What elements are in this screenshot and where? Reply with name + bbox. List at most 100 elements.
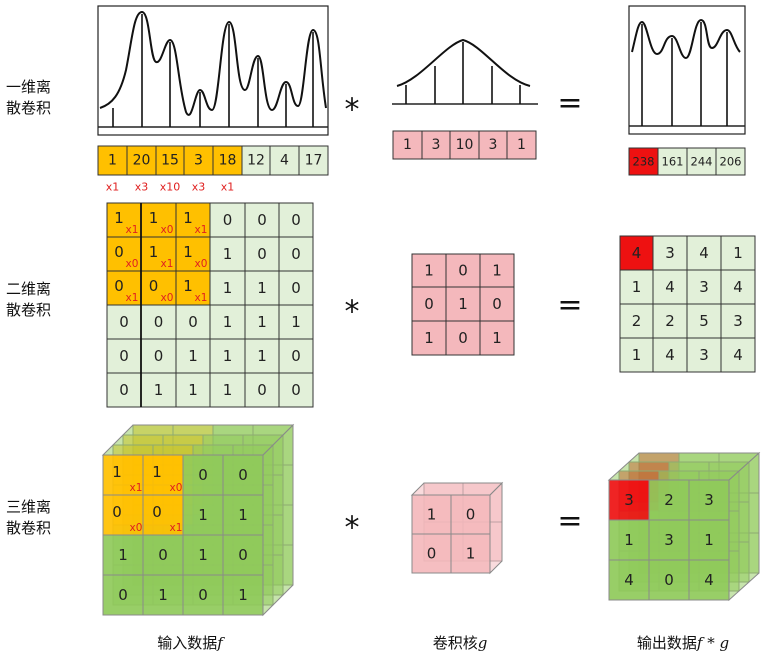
input-3d-value: 1 bbox=[112, 463, 122, 481]
input-2d-value: 1 bbox=[223, 279, 233, 297]
signal-plot-output bbox=[628, 5, 746, 135]
input-3d-value: 0 bbox=[112, 503, 122, 521]
input-2d-value: 0 bbox=[154, 347, 164, 365]
input-3d-value: 0 bbox=[198, 466, 208, 484]
output-2d-value: 3 bbox=[699, 278, 709, 296]
signal-plot-input bbox=[97, 5, 329, 136]
multiply-operator: * bbox=[345, 511, 360, 546]
caption-kernel: 卷积核g bbox=[433, 634, 488, 652]
row-label-3d: 三维离 散卷积 bbox=[6, 498, 51, 537]
input-2d-cell bbox=[244, 372, 280, 408]
input-3d-value: 0 bbox=[198, 586, 208, 604]
input-2d-value: 1 bbox=[149, 209, 159, 227]
output-2d-cell bbox=[652, 337, 688, 373]
input-2d-value: 1 bbox=[223, 347, 233, 365]
kernel-2d-cell bbox=[445, 286, 481, 322]
multiply-operator: * bbox=[345, 93, 360, 128]
input-1d-cell bbox=[97, 145, 128, 176]
input-2d-cell bbox=[106, 372, 142, 408]
input-2d-value: 0 bbox=[188, 313, 198, 331]
kernel-2d-cell bbox=[479, 253, 515, 288]
input-2d-value: 0 bbox=[114, 277, 124, 295]
input-2d-cell bbox=[209, 270, 246, 306]
output-3d-value: 3 bbox=[664, 531, 674, 549]
output-2d-value: 1 bbox=[632, 346, 642, 364]
input-2d-value: 1 bbox=[257, 313, 267, 331]
output-2d-value: 4 bbox=[733, 278, 743, 296]
input-3d-front-cell bbox=[182, 534, 224, 576]
input-1d-cell bbox=[269, 145, 300, 176]
input-2d-value: 0 bbox=[223, 211, 233, 229]
input-2d-cell bbox=[175, 236, 211, 272]
input-2d-value: 1 bbox=[188, 347, 198, 365]
input-2d-value: 1 bbox=[188, 381, 198, 399]
output-2d-value: 3 bbox=[699, 346, 709, 364]
row-label-2d: 二维离 散卷积 bbox=[6, 280, 51, 319]
output-2d-cell bbox=[720, 337, 756, 373]
output-3d-value: 2 bbox=[664, 491, 674, 509]
kernel-1d-value: 1 bbox=[403, 137, 412, 153]
input-2d-weight: x1 bbox=[195, 224, 208, 236]
input-2d-value: 0 bbox=[257, 211, 267, 229]
input-3d-front-cell bbox=[142, 454, 184, 496]
output-3d-value: 3 bbox=[624, 491, 634, 509]
output-3d-front-cell bbox=[688, 479, 730, 521]
output-2d-value: 3 bbox=[665, 244, 675, 262]
output-2d-value: 2 bbox=[665, 312, 675, 330]
input-3d-front-cell bbox=[142, 574, 184, 616]
input-2d-value: 1 bbox=[154, 381, 164, 399]
input-1d-value: 1 bbox=[108, 153, 117, 169]
kernel-2d-cell bbox=[479, 320, 515, 356]
equals-operator: = bbox=[557, 86, 582, 121]
input-3d-side-face bbox=[262, 423, 294, 617]
input-3d-front-cell bbox=[142, 494, 184, 536]
input-3d-front-cell bbox=[182, 574, 224, 616]
input-2d-value: 0 bbox=[291, 347, 301, 365]
input-2d-value: 0 bbox=[291, 381, 301, 399]
output-3d-front-cell bbox=[688, 559, 730, 601]
input-3d-value: 0 bbox=[238, 466, 248, 484]
output-2d-value: 5 bbox=[699, 312, 709, 330]
input-2d-value: 0 bbox=[119, 347, 129, 365]
input-1d-value: 20 bbox=[133, 153, 151, 169]
output-1d-value: 206 bbox=[720, 155, 742, 169]
input-1d-value: 3 bbox=[194, 153, 203, 169]
output-2d-value: 4 bbox=[665, 278, 675, 296]
input-3d-weight: x0 bbox=[130, 522, 143, 534]
input-1d-weight: x3 bbox=[135, 181, 149, 194]
input-2d-value: 1 bbox=[114, 209, 124, 227]
input-3d-value: 0 bbox=[152, 503, 162, 521]
input-2d-value: 0 bbox=[257, 381, 267, 399]
input-3d-front-cell bbox=[142, 534, 184, 576]
input-2d-value: 0 bbox=[149, 277, 159, 295]
input-3d-top-face bbox=[101, 424, 295, 456]
kernel-1d-cell bbox=[478, 130, 508, 160]
output-2d-value: 4 bbox=[632, 244, 642, 262]
output-3d-value: 0 bbox=[664, 571, 674, 589]
input-1d-cell bbox=[212, 145, 243, 176]
input-2d-cell bbox=[278, 270, 314, 306]
kernel-2d-cell bbox=[411, 253, 447, 288]
output-1d-value: 238 bbox=[633, 155, 655, 169]
output-1d-value: 244 bbox=[691, 155, 713, 169]
output-2d-value: 4 bbox=[699, 244, 709, 262]
output-1d-cell bbox=[715, 147, 746, 176]
input-1d-value: 4 bbox=[280, 153, 289, 169]
input-2d-value: 0 bbox=[291, 211, 301, 229]
kernel-3d-value: 1 bbox=[466, 545, 476, 563]
input-3d-weight: x1 bbox=[170, 522, 183, 534]
input-2d-weight: x1 bbox=[126, 292, 139, 304]
input-2d-value: 0 bbox=[119, 313, 129, 331]
input-1d-weight: x10 bbox=[160, 181, 181, 194]
input-2d-cell bbox=[278, 338, 314, 374]
input-1d-value: 12 bbox=[247, 153, 265, 169]
kernel-3d-value: 1 bbox=[427, 506, 437, 524]
output-3d-front-cell bbox=[688, 519, 730, 561]
input-3d-front-cell bbox=[222, 574, 264, 616]
input-1d-value: 15 bbox=[161, 153, 179, 169]
input-2d-cell bbox=[209, 338, 246, 374]
kernel-1d-cell bbox=[392, 130, 423, 160]
input-2d-cell bbox=[140, 202, 177, 238]
kernel-3d-value: 0 bbox=[466, 506, 476, 524]
input-2d-cell bbox=[175, 270, 211, 306]
